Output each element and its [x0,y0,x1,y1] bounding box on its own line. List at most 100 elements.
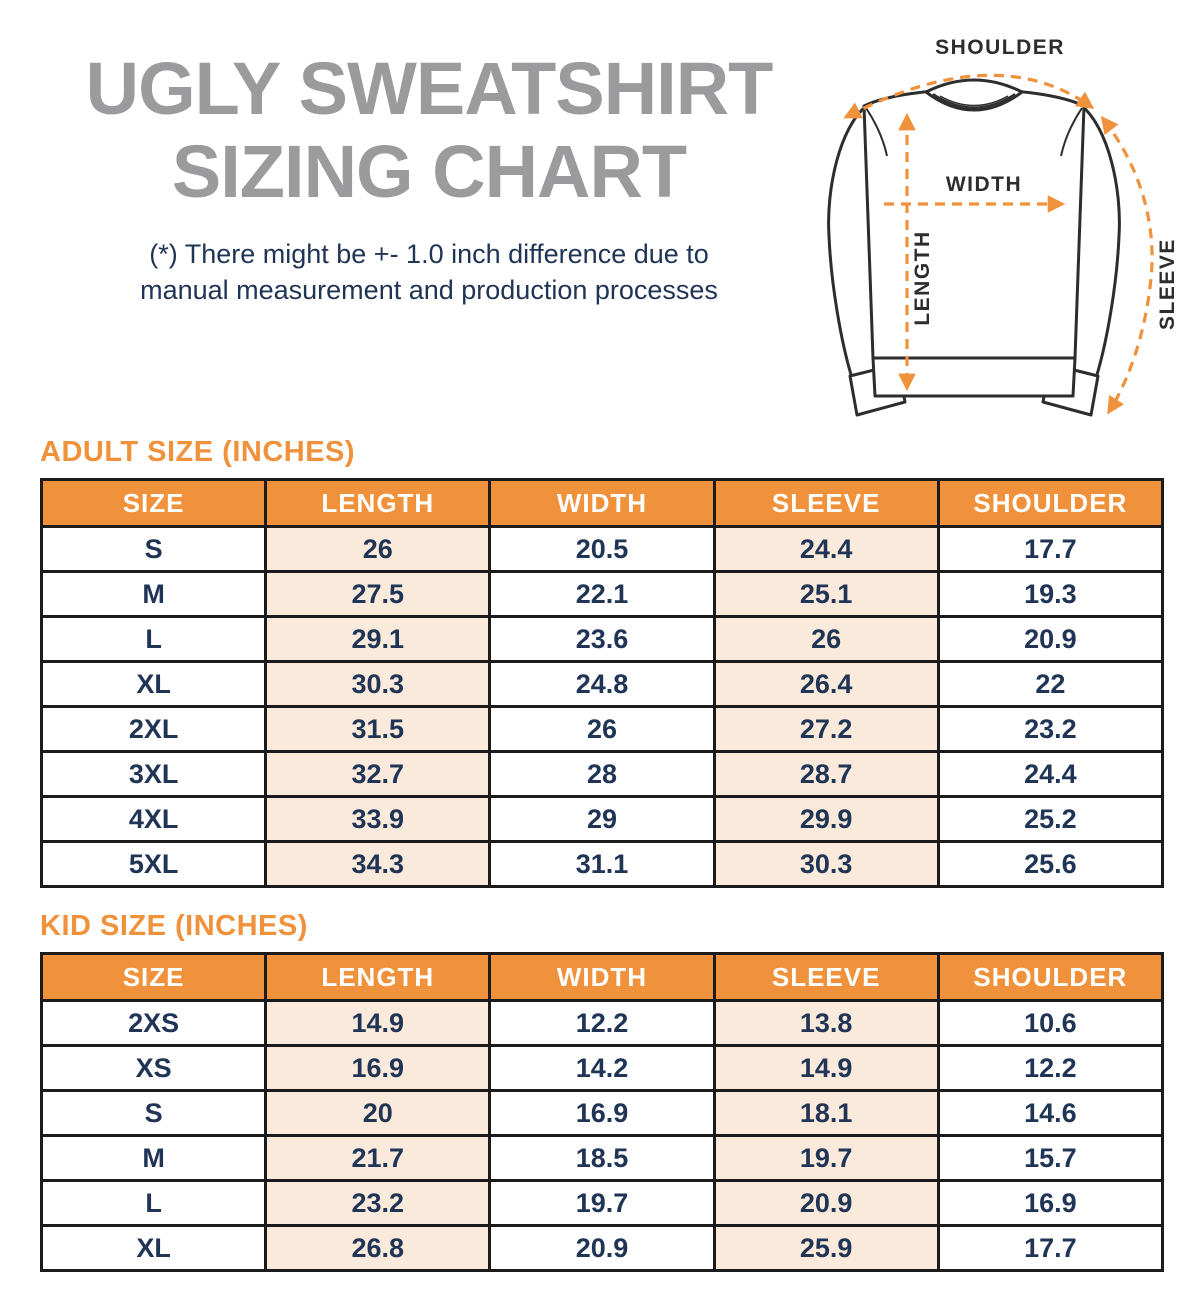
column-header: SHOULDER [936,952,1165,1002]
column-header: SIZE [39,478,268,528]
column-header: SLEEVE [712,478,940,528]
diagram-label-width: WIDTH [946,173,1022,196]
measurement-cell: 30.3 [264,660,492,708]
measurement-cell: 24.4 [712,525,940,573]
measurement-cell: 33.9 [264,795,492,843]
measurement-cell: 28 [488,750,716,798]
measurement-cell: 19.3 [936,570,1165,618]
measurement-cell: 27.5 [264,570,492,618]
size-cell: 2XS [39,999,268,1047]
size-cell: 4XL [39,795,268,843]
table-row: 3XL 32.7 28 28.7 24.4 [39,750,1165,798]
diagram-label-sleeve: SLEEVE [1156,238,1179,330]
measurement-cell: 34.3 [264,840,492,888]
table-row: 5XL 34.3 31.1 30.3 25.6 [39,840,1165,888]
measurement-cell: 17.7 [936,525,1165,573]
table-row: 2XL 31.5 26 27.2 23.2 [39,705,1165,753]
measurement-cell: 30.3 [712,840,940,888]
table-row: L 29.1 23.6 26 20.9 [39,615,1165,663]
measurement-cell: 26 [264,525,492,573]
title-block: UGLY SWEATSHIRT SIZING CHART (*) There m… [36,26,822,428]
measurement-cell: 16.9 [264,1044,492,1092]
measurement-cell: 24.8 [488,660,716,708]
measurement-cell: 20.9 [488,1224,716,1272]
table-row: M 27.5 22.1 25.1 19.3 [39,570,1165,618]
measurement-cell: 20.9 [936,615,1165,663]
size-cell: XL [39,1224,268,1272]
table-row: XL 26.8 20.9 25.9 17.7 [39,1224,1165,1272]
measurement-cell: 22.1 [488,570,716,618]
column-header: LENGTH [264,952,492,1002]
measurement-cell: 18.1 [712,1089,940,1137]
measurement-cell: 20.9 [712,1179,940,1227]
column-header: SHOULDER [936,478,1165,528]
page-title-line1: UGLY SWEATSHIRT [85,47,774,130]
kid-size-table: SIZE LENGTH WIDTH SLEEVE SHOULDER 2XS 14.9 12.… [39,952,1165,1272]
measurement-cell: 28.7 [712,750,940,798]
measurement-cell: 25.6 [936,840,1165,888]
adult-section-heading: ADULT SIZE (INCHES) [40,436,356,468]
measurement-cell: 16.9 [488,1089,716,1137]
sweatshirt-outline [827,78,1121,417]
size-cell: XS [39,1044,268,1092]
measurement-cell: 22 [936,660,1165,708]
measurement-cell: 15.7 [936,1134,1165,1182]
size-cell: 5XL [39,840,268,888]
measurement-cell: 14.6 [936,1089,1165,1137]
measurement-cell: 31.1 [488,840,716,888]
measurement-cell: 23.6 [488,615,716,663]
header-section: UGLY SWEATSHIRT SIZING CHART (*) There m… [0,0,1200,428]
measurement-cell: 25.9 [712,1224,940,1272]
adult-header-row: SIZE LENGTH WIDTH SLEEVE SHOULDER [39,478,1165,528]
column-header: SIZE [39,952,268,1002]
measurement-cell: 12.2 [936,1044,1165,1092]
sweatshirt-illustration: SHOULDER WIDTH LENGTH SLEEVE [827,36,1179,417]
measurement-cell: 26 [712,615,940,663]
table-row: 2XS 14.9 12.2 13.8 10.6 [39,999,1165,1047]
measurement-cell: 23.2 [936,705,1165,753]
disclaimer-text: (*) There might be +- 1.0 inch differenc… [36,236,822,309]
page-title-line2: SIZING CHART [171,129,687,213]
diagram-label-shoulder: SHOULDER [935,36,1065,59]
measurement-cell: 29.9 [712,795,940,843]
sweatshirt-diagram: SHOULDER WIDTH LENGTH SLEEVE [814,26,1186,428]
measurement-cell: 32.7 [264,750,492,798]
measurement-cell: 12.2 [488,999,716,1047]
diagram-label-length: LENGTH [911,230,934,325]
measurement-cell: 26.8 [264,1224,492,1272]
measurement-cell: 26.4 [712,660,940,708]
measurement-cell: 19.7 [488,1179,716,1227]
measurement-cell: 25.1 [712,570,940,618]
table-row: XL 30.3 24.8 26.4 22 [39,660,1165,708]
measurement-cell: 20 [264,1089,492,1137]
disclaimer-line2: manual measurement and production proces… [140,275,718,306]
measurement-cell: 10.6 [936,999,1165,1047]
column-header: WIDTH [488,478,716,528]
measurement-cell: 24.4 [936,750,1165,798]
kid-header-row: SIZE LENGTH WIDTH SLEEVE SHOULDER [39,952,1165,1002]
measurement-cell: 23.2 [264,1179,492,1227]
size-cell: M [39,570,268,618]
size-cell: L [39,1179,268,1227]
measurement-cell: 14.9 [712,1044,940,1092]
measurement-cell: 29.1 [264,615,492,663]
table-row: 4XL 33.9 29 29.9 25.2 [39,795,1165,843]
measurement-cell: 27.2 [712,705,940,753]
size-cell: L [39,615,268,663]
measurement-cell: 16.9 [936,1179,1165,1227]
page-title: UGLY SWEATSHIRT SIZING CHART [36,47,822,214]
size-cell: M [39,1134,268,1182]
measurement-cell: 19.7 [712,1134,940,1182]
size-cell: 3XL [39,750,268,798]
measurement-cell: 31.5 [264,705,492,753]
measurement-cell: 17.7 [936,1224,1165,1272]
measurement-cell: 20.5 [488,525,716,573]
measurement-cell: 18.5 [488,1134,716,1182]
adult-size-table: SIZE LENGTH WIDTH SLEEVE SHOULDER S 26 20.5 24.… [39,478,1165,888]
size-cell: XL [39,660,268,708]
measurement-cell: 21.7 [264,1134,492,1182]
column-header: SLEEVE [712,952,940,1002]
measurement-cell: 14.9 [264,999,492,1047]
table-row: S 20 16.9 18.1 14.6 [39,1089,1165,1137]
